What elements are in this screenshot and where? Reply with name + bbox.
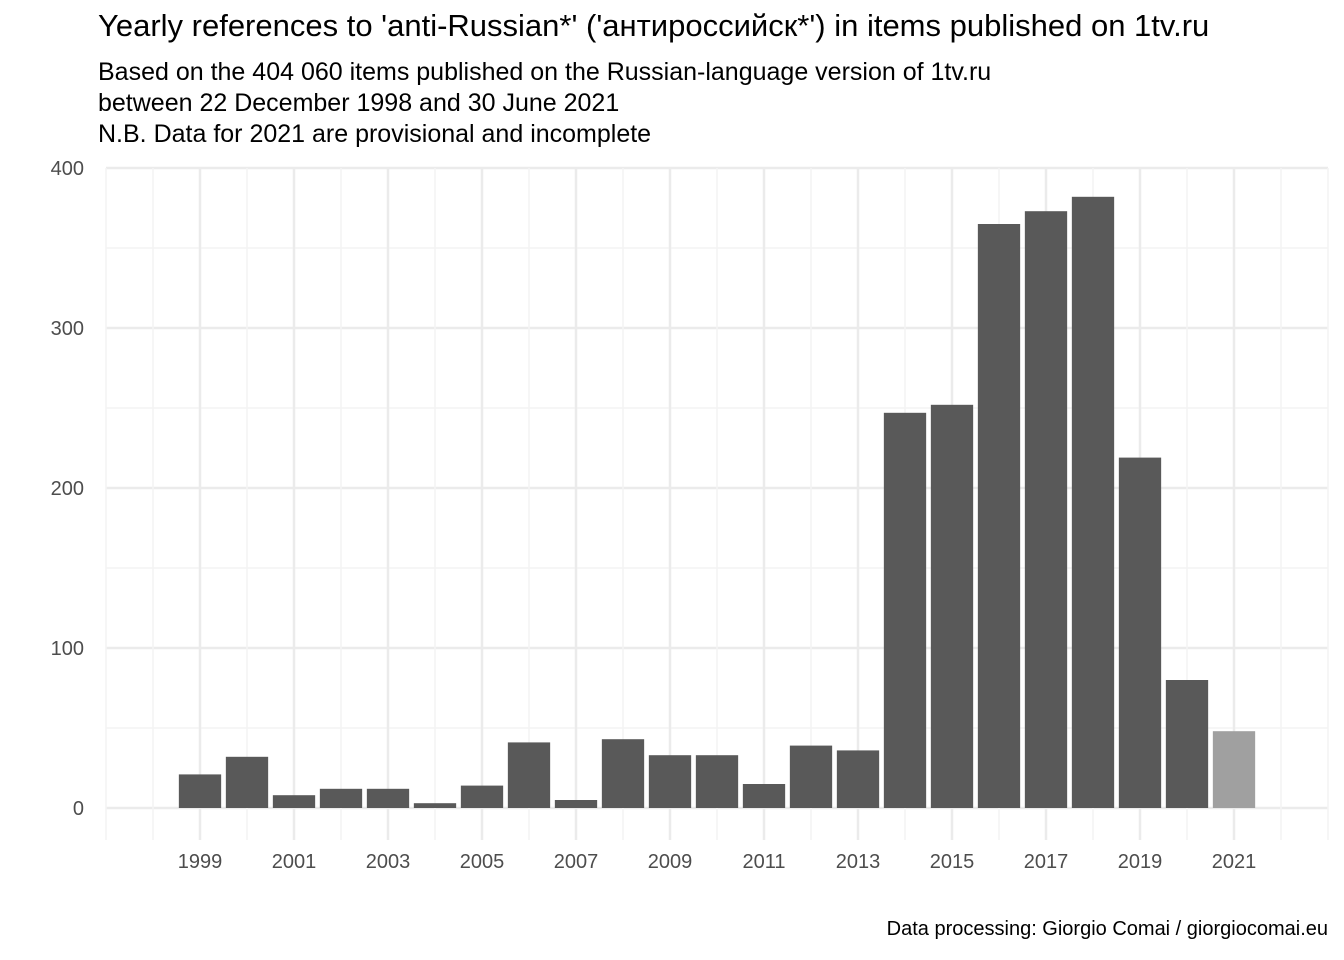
bar-2005	[460, 785, 504, 808]
bar-2017	[1024, 211, 1068, 808]
x-tick-label: 2013	[836, 851, 881, 873]
chart-subtitle-line-3: N.B. Data for 2021 are provisional and i…	[98, 120, 652, 148]
x-tick-label: 2001	[272, 851, 317, 873]
bar-2004	[413, 803, 457, 808]
bar-2012	[789, 745, 833, 808]
bar-2011	[742, 784, 786, 808]
bar-2007	[554, 800, 598, 808]
bars	[178, 196, 1256, 809]
bar-2001	[272, 795, 316, 808]
y-tick-label: 200	[51, 478, 84, 500]
x-tick-label: 2021	[1212, 851, 1257, 873]
bar-2015	[930, 404, 974, 808]
x-tick-label: 2009	[648, 851, 693, 873]
chart-subtitle-line-1: Based on the 404 060 items published on …	[98, 58, 992, 86]
x-tick-label: 2007	[554, 851, 599, 873]
x-axis-ticks: 1999 2001 2003 2005 2007 2009 2011 2013 2015 2017…	[178, 851, 1257, 873]
bar-2021	[1212, 731, 1256, 808]
x-tick-label: 2003	[366, 851, 411, 873]
chart-subtitle-line-2: between 22 December 1998 and 30 June 202…	[98, 89, 620, 117]
x-tick-label: 2017	[1024, 851, 1069, 873]
x-tick-label: 2015	[930, 851, 975, 873]
y-tick-label: 400	[51, 158, 84, 180]
bar-2014	[883, 412, 927, 808]
y-tick-label: 0	[73, 798, 84, 820]
bar-2013	[836, 750, 880, 808]
y-axis-ticks: 0 100 200 300 400	[51, 158, 84, 820]
y-tick-label: 300	[51, 318, 84, 340]
bar-2000	[225, 756, 269, 808]
chart-title: Yearly references to 'anti-Russian*' ('а…	[98, 8, 1210, 43]
x-tick-label: 2019	[1118, 851, 1163, 873]
bar-2009	[648, 755, 692, 808]
x-tick-label: 1999	[178, 851, 223, 873]
bar-2020	[1165, 680, 1209, 808]
x-tick-label: 2011	[742, 851, 785, 873]
bar-2010	[695, 755, 739, 808]
x-tick-label: 2005	[460, 851, 505, 873]
bar-2019	[1118, 457, 1162, 808]
chart-caption: Data processing: Giorgio Comai / giorgio…	[886, 918, 1328, 940]
bar-2006	[507, 742, 551, 808]
bar-2016	[977, 224, 1021, 808]
bar-2002	[319, 788, 363, 808]
bar-1999	[178, 774, 222, 808]
bar-2018	[1071, 196, 1115, 809]
bar-2008	[601, 739, 645, 808]
bar-2003	[366, 788, 410, 808]
y-tick-label: 100	[51, 638, 84, 660]
